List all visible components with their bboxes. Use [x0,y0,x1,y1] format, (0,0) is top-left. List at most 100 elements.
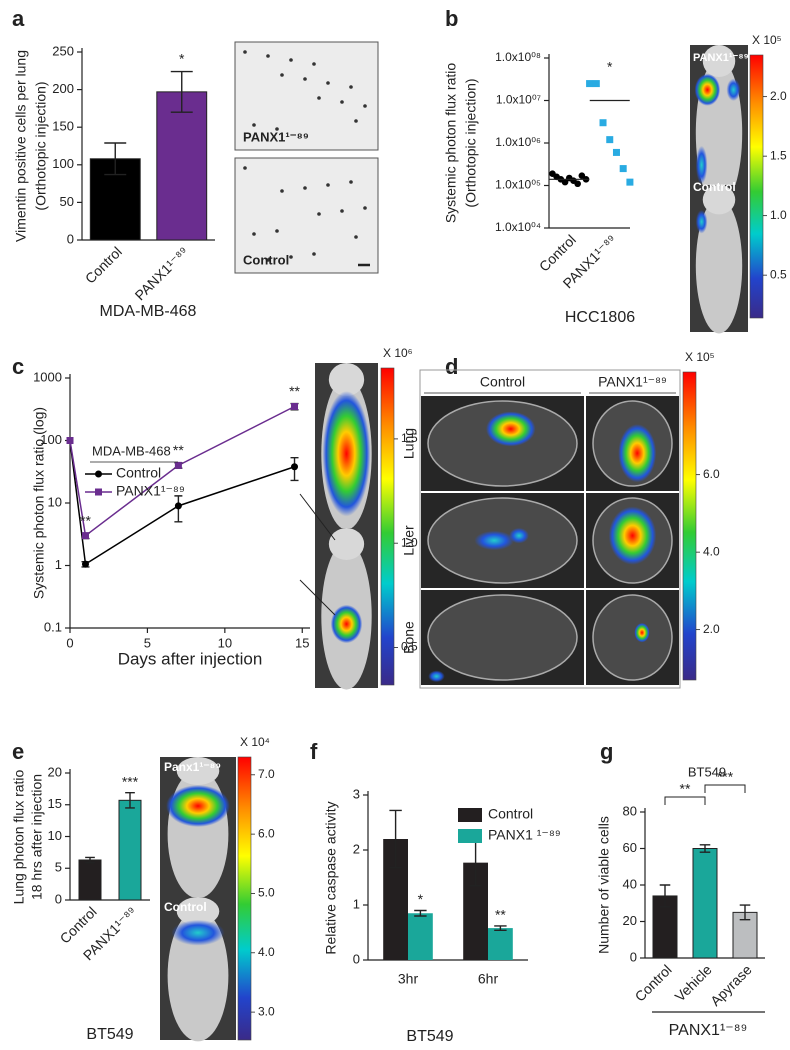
signal [726,78,741,102]
image-speck [303,77,307,81]
image-speck [326,81,330,85]
x-tick-label: 15 [295,635,309,650]
colorbar-tick-label: 4.0 [258,945,275,959]
x-tick-label: 3hr [398,971,419,987]
legend-label: PANX1¹⁻⁸⁹ [116,483,185,499]
colorbar-multiplier: X 10⁴ [240,735,270,749]
x-axis-label: HCC1806 [565,309,635,326]
legend-marker [95,488,102,496]
image-speck [289,58,293,62]
error-bar [170,70,193,113]
image-speck [266,54,270,58]
legend-label: Control [116,465,161,481]
point [174,502,182,510]
colorbar-tick-label: 6.0 [703,467,720,481]
image-speck [280,73,284,77]
image-speck [326,183,330,187]
colorbar-tick-label: 3.0 [258,1004,275,1018]
error-bar [85,856,95,864]
y-tick-label: 250 [52,43,74,58]
signal [330,604,363,644]
y-axis-label: Lung photon flux ratio [11,769,27,904]
y-axis-label: Vimentin positive cells per lung [13,50,29,242]
signal [695,145,708,185]
image-label: Panx1¹⁻⁸⁹ [164,760,221,774]
bar [118,799,142,901]
y-tick-label: 100 [52,156,74,171]
bar [78,859,102,901]
colorbar-tick-label: 2.0 [770,89,787,103]
image-label: PANX1¹⁻⁸⁹ [243,129,309,144]
y-axis-label: (Orthotopic injection) [463,78,479,207]
group-label: PANX1¹⁻⁸⁹ [669,1022,748,1039]
image-speck [312,62,316,66]
row-label: Bone [401,621,417,654]
image-speck [243,50,247,54]
colorbar-tick-label: 4.0 [703,544,720,558]
point [606,136,614,144]
y-axis-label: 18 hrs after injection [29,774,45,900]
column-header: Control [480,374,525,390]
image-label: Control [693,180,736,194]
y-tick-label: 1.0x10⁰⁷ [496,93,541,107]
column-header: PANX1¹⁻⁸⁹ [598,374,667,390]
image-speck [289,255,293,259]
arrow [299,493,336,616]
signal [634,622,650,643]
legend-label: PANX1 ¹⁻⁸⁹ [488,827,561,843]
y-tick-label: 1.0x10⁰⁶ [495,135,541,149]
row-label: Liver [401,525,417,556]
point [612,148,620,156]
point [626,178,634,186]
y-tick-label: 1 [353,896,360,911]
error-bar [659,884,671,908]
colorbar-multiplier: X 10⁵ [752,33,782,47]
point [81,532,89,540]
colorbar [237,756,252,1041]
y-tick-label: 0 [67,231,74,246]
point [66,437,74,444]
panel-letter: g [600,739,613,764]
panel-letter: b [445,6,458,31]
image-speck [275,127,279,131]
line [69,405,295,538]
x-tick-label: 5 [144,635,151,650]
annotation: ** [495,907,506,923]
colorbar-tick-label: 0.5 [770,267,787,281]
y-tick-label: 15 [48,796,62,811]
image [234,157,379,274]
row-label: Lung [401,428,417,459]
legend-marker [95,470,102,478]
image-frame [419,369,681,689]
annotation: *** [717,769,734,785]
signal [608,506,657,565]
y-tick-label: 5 [55,860,62,875]
image-speck [349,85,353,89]
signal [695,209,708,234]
image-head [328,528,365,560]
image-body [695,198,743,334]
y-tick-label: 0 [353,951,360,966]
x-tick-label: Control [82,243,125,286]
panel-letter: d [445,354,458,379]
annotation: * [179,50,185,66]
y-tick-label: 80 [623,803,637,818]
error-bar [414,909,427,917]
x-axis-label: Days after injection [118,649,263,668]
signal [166,785,230,827]
colorbar [380,367,395,686]
error-bar [125,791,135,809]
error-bar [494,925,507,931]
image-speck [252,232,256,236]
colorbar [682,371,697,681]
colorbar-multiplier: X 10⁵ [685,350,715,364]
y-tick-label: 10 [48,494,62,509]
y-tick-label: 200 [52,81,74,96]
panel-letter: a [12,6,25,31]
y-tick-label: 0.1 [44,619,62,634]
image-speck [354,119,358,123]
x-tick-label: 10 [218,635,232,650]
panel-letter: e [12,739,24,764]
image-speck [280,189,284,193]
